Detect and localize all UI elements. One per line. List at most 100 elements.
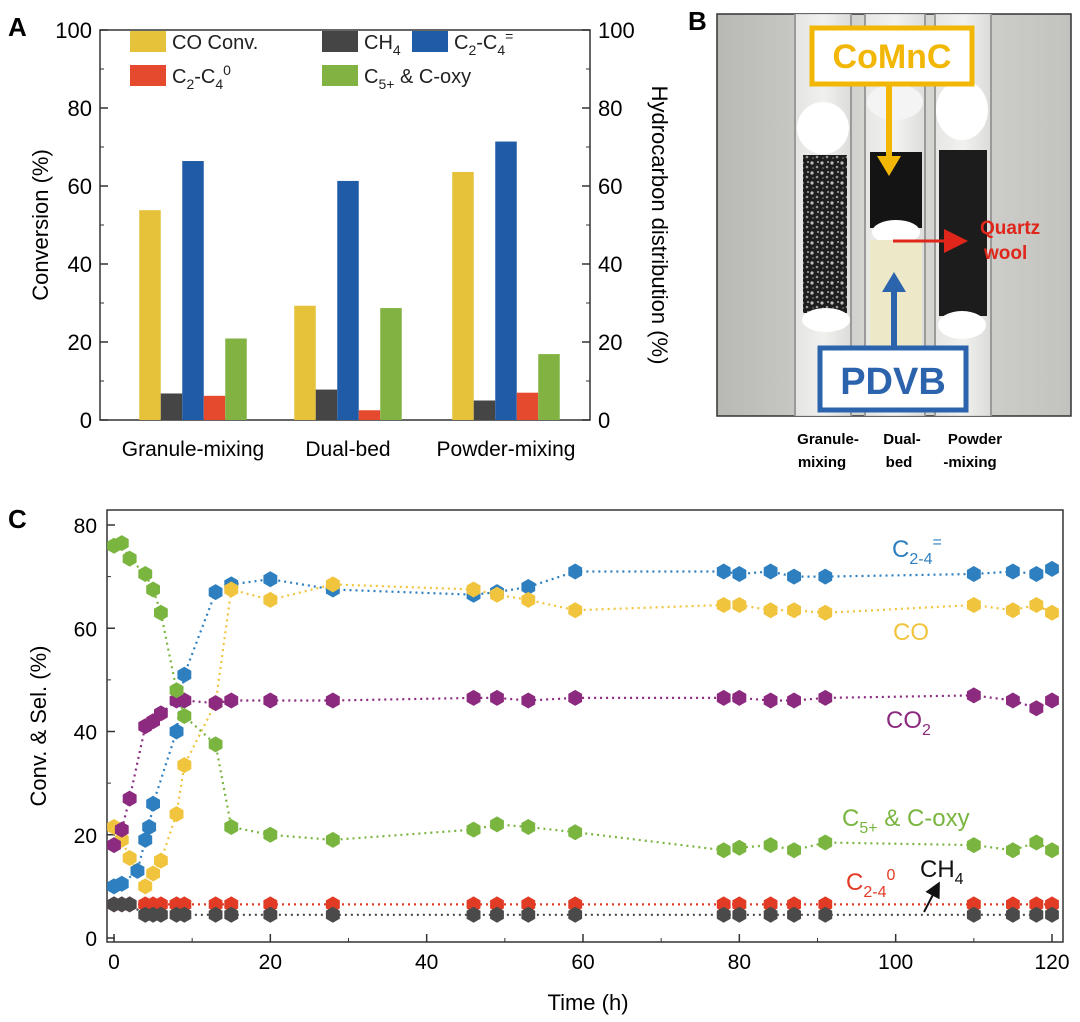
time-y-tick-label: 60 [74,618,97,641]
point-paraffin [818,896,833,913]
point-c5 [138,566,153,582]
point-co2 [263,692,278,709]
point-co2 [568,689,583,706]
point-olefin [142,819,157,835]
column-label-granule-line1: Granule- [797,431,859,448]
point-ch4 [122,896,137,913]
column-label-dual-line2: bed [886,454,913,471]
point-paraffin [1006,896,1020,913]
bar-right-tick-label: 60 [598,174,622,199]
series-label-co2: CO2 [886,707,931,739]
point-co [154,852,168,869]
time-x-tick-label: 0 [108,951,120,974]
point-ch4 [1029,906,1044,923]
bar-left-tick-label: 20 [68,330,92,355]
series-label-olefin: C2-4= [892,534,942,568]
point-c5 [224,819,239,835]
point-co2 [107,837,121,854]
point-olefin [138,831,153,848]
point-olefin [130,862,145,879]
point-co2 [490,689,504,706]
point-paraffin [732,896,747,913]
bar-paraffin-0 [203,395,226,420]
point-ch4 [787,906,801,923]
point-olefin [818,568,833,585]
point-paraffin [263,896,278,913]
point-co2 [1045,692,1059,709]
point-olefin [208,584,223,601]
point-paraffin [177,896,192,913]
bar-ch4-2 [473,400,496,420]
point-c5 [122,550,137,567]
series-label-ch4: CH4 [920,856,964,888]
panel-c-letter: C [8,504,27,534]
bar-ch4-0 [160,393,183,420]
point-co [966,597,981,613]
point-paraffin [787,896,801,913]
time-x-tick-label: 100 [878,951,913,974]
bar-right-tick-label: 80 [598,96,622,121]
point-olefin [146,795,160,812]
bar-chart-left-axis-label: Conversion (%) [28,149,53,301]
ch4-pointer-arrow [923,881,940,913]
point-ch4 [521,906,536,923]
legend-swatch-c5 [322,65,358,86]
bar-co-0 [139,210,161,420]
point-olefin [716,563,731,580]
point-paraffin [521,896,536,913]
point-c5 [763,837,778,854]
point-ch4 [263,906,278,923]
point-co2 [763,692,778,709]
point-olefin [787,568,801,585]
category-label: Granule-mixing [122,438,264,461]
column-label-dual-line1: Dual- [883,431,921,448]
legend-swatch-ch4 [322,31,358,52]
point-co [466,581,481,598]
legend-label-olefin: C2-C4= [454,28,513,58]
legend-swatch-olefin [412,31,448,52]
time-y-tick-label: 20 [74,825,97,848]
point-co [263,591,278,608]
point-co [122,850,137,866]
point-paraffin [763,896,778,913]
point-ch4 [716,906,731,923]
legend-label-co: CO Conv. [172,32,258,54]
point-co2 [1006,692,1020,709]
point-c5 [568,824,583,841]
point-ch4 [763,906,778,923]
point-co [490,586,504,603]
bar-right-tick-label: 0 [598,408,610,433]
time-series-panel: C 0 20 40 60 80 100 120 0 20 40 60 80 C2-4= CO CO2 C5+… [8,504,1070,1015]
point-c5 [177,708,192,724]
point-c5 [521,819,536,835]
bar-right-tick-label: 20 [598,330,622,355]
point-paraffin [490,896,504,913]
point-olefin [568,563,583,580]
time-series-data [107,535,1059,923]
point-co2 [177,692,192,709]
point-olefin [1006,563,1020,580]
bar-left-tick-label: 40 [68,252,92,277]
point-c5 [716,842,731,859]
point-ch4 [568,906,583,923]
point-paraffin [568,896,583,913]
panel-a-letter: A [8,12,27,42]
point-c5 [787,842,801,859]
point-ch4 [177,906,192,923]
point-paraffin [716,896,731,913]
quartz-wool-top-left [797,102,849,154]
bar-paraffin-2 [516,392,539,420]
point-co2 [521,692,536,709]
point-c5 [1045,842,1059,859]
series-label-paraffin: C2-40 [846,867,895,901]
column-label-powder-line2: -mixing [943,454,996,471]
point-co2 [122,790,137,807]
quartz-wool-label-line1: Quartz [980,218,1040,239]
point-olefin [263,571,278,588]
point-c5 [169,682,184,699]
point-co2 [787,692,801,709]
point-olefin [966,566,981,582]
bar-co-1 [294,305,316,420]
bar-c5-2 [538,354,560,420]
